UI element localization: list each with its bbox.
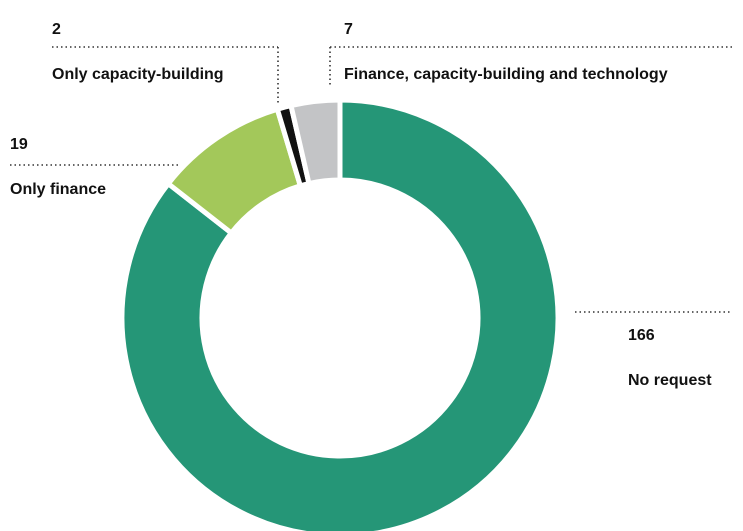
value-label: 19 (10, 136, 28, 153)
value-label: 166 (628, 327, 655, 344)
category-label: Only finance (10, 181, 106, 198)
wedge (119, 97, 561, 531)
value-label: 2 (52, 21, 61, 38)
wedge (288, 97, 343, 187)
category-label: Only capacity-building (52, 66, 224, 83)
category-label: No request (628, 372, 712, 389)
category-label: Finance, capacity-building and technolog… (344, 66, 668, 83)
value-label: 7 (344, 21, 353, 38)
donut (119, 97, 561, 531)
